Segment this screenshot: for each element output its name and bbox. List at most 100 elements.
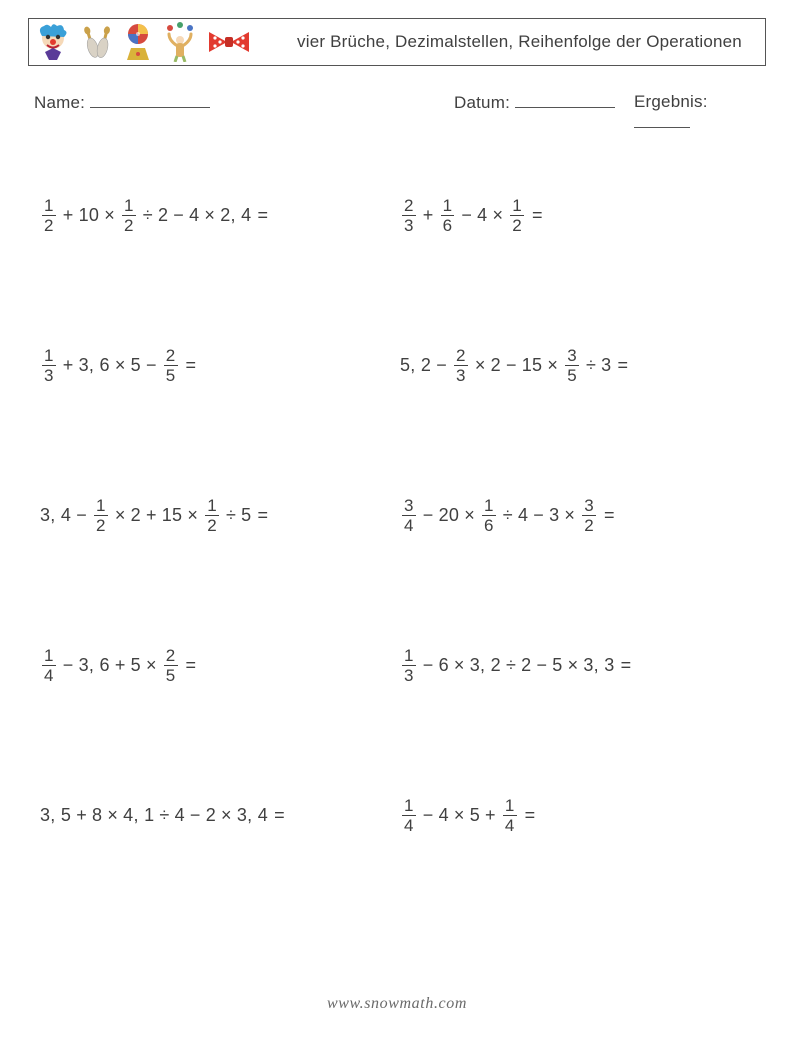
fraction: 25 [164,647,178,684]
problem-row: 14−3, 6+5×25=13−6×3, 2÷2−5×3, 3= [40,590,760,740]
value: 5 [131,355,141,376]
juggling-pins-icon [81,22,113,62]
value: 2 [158,205,168,226]
operator: × [141,655,162,676]
value: 3, 6 [79,655,110,676]
fraction-denominator: 2 [94,515,108,534]
operator: × [470,355,491,376]
fraction-denominator: 4 [503,815,517,834]
operator: − [418,805,439,826]
value: 4 [477,205,487,226]
fraction: 35 [565,347,579,384]
value: 10 [79,205,100,226]
fraction-denominator: 4 [42,665,56,684]
fraction-denominator: 2 [42,215,56,234]
fraction-denominator: 5 [164,365,178,384]
fraction: 34 [402,497,416,534]
problem-cell: 3, 4−12×2+15×12÷5= [40,497,400,534]
fraction: 12 [94,497,108,534]
operator: − [431,355,452,376]
equals-sign: = [180,355,201,376]
fraction: 14 [402,797,416,834]
value: 4 [439,805,449,826]
operator: ÷ [501,655,521,676]
value: 5 [241,505,251,526]
fraction-numerator: 1 [42,647,56,665]
fraction-denominator: 4 [402,515,416,534]
juggler-icon [163,22,197,62]
operator: − [168,205,189,226]
bowtie-icon [207,22,251,62]
operator: × [110,355,131,376]
clown-icon [35,22,71,62]
operator: − [418,655,439,676]
score-label: Ergebnis: [634,92,708,111]
value: 5 [470,805,480,826]
value: 6 [439,655,449,676]
operator: − [141,355,162,376]
operator: × [449,655,470,676]
operator: × [199,205,220,226]
score-blank[interactable] [634,112,690,128]
problem-cell: 13+3, 6×5−25= [40,347,400,384]
equals-sign: = [598,505,619,526]
fraction: 13 [42,347,56,384]
fraction-denominator: 3 [454,365,468,384]
fraction: 13 [402,647,416,684]
operator: × [542,355,563,376]
operator: × [449,805,470,826]
fraction-numerator: 1 [122,197,136,215]
operator: × [99,205,120,226]
operator: + [58,205,79,226]
fraction-denominator: 6 [441,215,455,234]
fraction-denominator: 2 [582,515,596,534]
problem-cell: 23+16−4×12= [400,197,760,234]
problem-cell: 14−4×5+14= [400,797,760,834]
operator: + [71,805,92,826]
equals-sign: = [519,805,540,826]
header-icons [29,19,274,65]
fraction-numerator: 3 [582,497,596,515]
value: 5, 2 [400,355,431,376]
operator: + [418,205,439,226]
operator: ÷ [498,505,518,526]
operator: − [185,805,206,826]
value: 3 [601,355,611,376]
equals-sign: = [180,655,201,676]
value: 4, 1 [123,805,154,826]
fraction-denominator: 2 [510,215,524,234]
fraction: 25 [164,347,178,384]
problem-row: 13+3, 6×5−25=5, 2−23×2−15×35÷3= [40,290,760,440]
operator: ÷ [221,505,241,526]
problem-cell: 14−3, 6+5×25= [40,647,400,684]
fraction-denominator: 3 [42,365,56,384]
name-blank[interactable] [90,92,210,108]
equals-sign: = [526,205,547,226]
fraction: 12 [205,497,219,534]
operator: × [459,505,480,526]
value: 2, 4 [220,205,251,226]
operator: − [418,505,439,526]
operator: × [487,205,508,226]
fraction-numerator: 1 [205,497,219,515]
value: 3, 4 [237,805,268,826]
value: 4 [189,205,199,226]
value: 4 [175,805,185,826]
meta-row: Name: Datum: Ergebnis: [34,92,764,133]
problem-cell: 12+10×12÷2−4×2, 4= [40,197,400,234]
fraction: 16 [441,197,455,234]
operator: × [102,805,123,826]
fraction-denominator: 3 [402,215,416,234]
fraction-denominator: 5 [164,665,178,684]
value: 3 [549,505,559,526]
footer-mid: snowmath [364,995,434,1012]
value: 8 [92,805,102,826]
fraction-numerator: 2 [402,197,416,215]
date-blank[interactable] [515,92,615,108]
operator: − [501,355,522,376]
equals-sign: = [615,655,636,676]
fraction-denominator: 6 [482,515,496,534]
fraction-numerator: 3 [565,347,579,365]
value: 3, 3 [583,655,614,676]
header-box: vier Brüche, Dezimalstellen, Reihenfolge… [28,18,766,66]
